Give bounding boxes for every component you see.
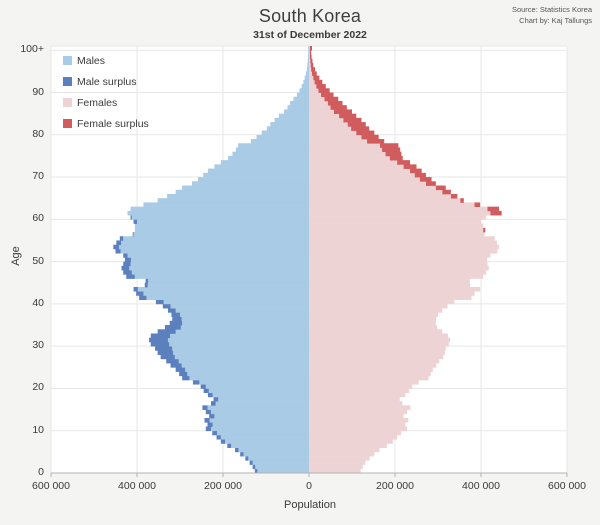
females-swatch-icon: [63, 98, 72, 107]
y-tick-label: 70: [32, 170, 44, 183]
y-tick-label: 100+: [20, 43, 44, 56]
y-tick-label: 60: [32, 212, 44, 225]
chart-by-line: Chart by: Kaj Tallungs: [519, 15, 592, 25]
x-axis-label: Population: [284, 499, 336, 511]
legend-label: Males: [77, 54, 106, 67]
legend-item-females: Females: [63, 92, 149, 113]
y-tick-label: 90: [32, 85, 44, 98]
y-tick-label: 20: [32, 381, 44, 394]
source-line: Source: Statistics Korea: [511, 5, 592, 14]
males-swatch-icon: [63, 56, 72, 65]
y-tick-label: 40: [32, 296, 44, 309]
male-surplus-swatch-icon: [63, 77, 72, 86]
y-tick-label: 0: [38, 466, 44, 478]
legend-label: Female surplus: [77, 117, 149, 130]
y-tick-label: 10: [32, 423, 44, 436]
x-tick-label: 200 000: [204, 480, 242, 492]
x-tick-label: 200 000: [376, 480, 414, 492]
x-tick-label: 400 000: [118, 480, 156, 492]
x-tick-label: 600 000: [32, 480, 70, 492]
legend-item-male-surplus: Male surplus: [63, 71, 149, 92]
legend-label: Male surplus: [77, 75, 137, 88]
legend-item-female-surplus: Female surplus: [63, 113, 149, 134]
page-title: South Korea: [258, 6, 362, 26]
legend-item-males: Males: [63, 50, 149, 71]
female-surplus-swatch-icon: [63, 119, 72, 128]
x-tick-label: 0: [306, 480, 312, 492]
x-tick-label: 400 000: [462, 480, 500, 492]
source-credit: Source: Statistics Korea Chart by: Kaj T…: [432, 5, 592, 26]
y-tick-label: 50: [32, 254, 44, 267]
chart-subtitle: 31st of December 2022: [253, 29, 367, 41]
legend-label: Females: [77, 96, 118, 109]
legend: Males Male surplus Females Female surplu…: [63, 50, 149, 134]
y-tick-label: 30: [32, 339, 44, 352]
y-tick-label: 80: [32, 127, 44, 140]
x-tick-label: 600 000: [548, 480, 586, 492]
